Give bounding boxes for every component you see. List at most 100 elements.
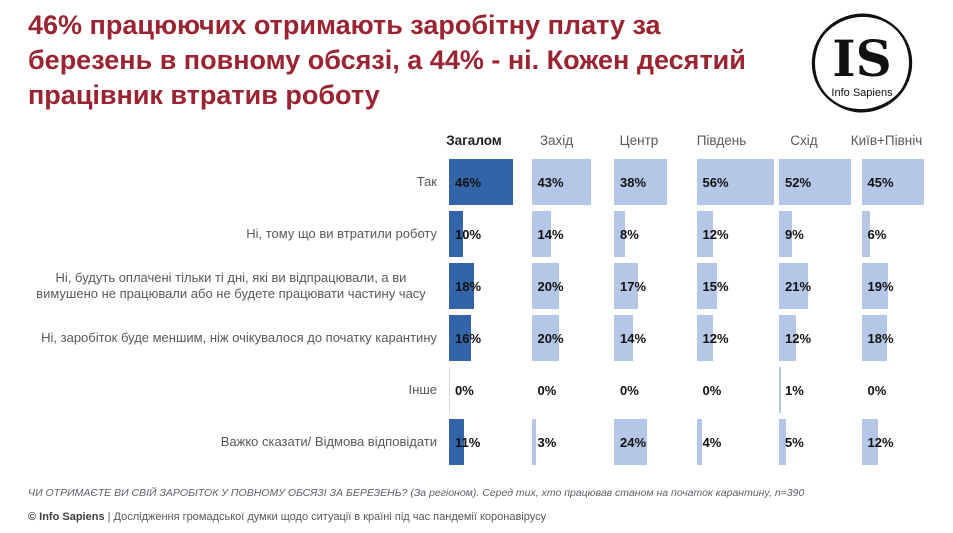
bar-value-label: 16% xyxy=(455,330,482,346)
bar-value-label: 20% xyxy=(537,278,564,294)
bar-value-label: 18% xyxy=(867,330,894,346)
chart-row: Ні, заробіток буде меншим, ніж очікувало… xyxy=(0,312,953,364)
bar-value-label: 14% xyxy=(620,330,647,346)
bar xyxy=(531,419,536,465)
bar xyxy=(449,419,465,465)
bar xyxy=(449,211,463,257)
bar-value-label: 52% xyxy=(785,174,812,190)
bar-cell: 14% xyxy=(531,208,614,260)
column-header-1: Загалом xyxy=(446,133,502,148)
bar-value-label: 9% xyxy=(785,226,804,242)
bar-cell: 56% xyxy=(696,156,779,208)
bar-value-label: 12% xyxy=(702,226,729,242)
bar-cell: 15% xyxy=(696,260,779,312)
bar-value-label: 17% xyxy=(620,278,647,294)
chart-row: Ні, тому що ви втратили роботу 10% 14% 8% 12… xyxy=(0,208,953,260)
bar-value-label: 1% xyxy=(785,382,804,398)
row-label: Ні, заробіток буде меншим, ніж очікувало… xyxy=(0,312,437,364)
bar xyxy=(614,419,648,465)
bar xyxy=(531,315,560,361)
bar xyxy=(779,211,792,257)
bar-cell: 9% xyxy=(779,208,861,260)
footnote-copyright-text: | Дослідження громадської думки щодо сит… xyxy=(104,511,547,523)
row-label: Важко сказати/ Відмова відповідати xyxy=(0,416,437,468)
info-sapiens-logo: IS Info Sapiens xyxy=(811,13,913,113)
bar-value-label: 24% xyxy=(620,434,647,450)
column-headers: Загалом Захід Центр Південь Схід Київ+Північ xyxy=(0,133,953,155)
bar xyxy=(779,315,796,361)
bar xyxy=(614,315,634,361)
row-label-text: Ні, будуть оплачені тільки ті дні, які в… xyxy=(36,269,426,302)
bar-cell: 0% xyxy=(449,364,531,416)
footnote-copyright: © Info Sapiens | Дослідження громадської… xyxy=(28,511,928,523)
bar xyxy=(861,263,888,309)
bar-value-label: 0% xyxy=(620,382,639,398)
bar xyxy=(696,263,718,309)
row-label-text: Так xyxy=(416,173,437,189)
bar-cell: 18% xyxy=(449,260,531,312)
bar xyxy=(449,263,475,309)
bar-cell: 20% xyxy=(531,312,614,364)
chart-row: Так 46% 43% 38% 56% 52% 45% xyxy=(0,156,953,208)
bar-cell: 1% xyxy=(779,364,861,416)
bar-cell: 12% xyxy=(861,416,944,468)
column-header-3: Центр xyxy=(619,133,659,148)
bar-cell: 0% xyxy=(614,364,696,416)
bar xyxy=(779,263,809,309)
bar-cell: 16% xyxy=(449,312,531,364)
bar xyxy=(779,159,852,205)
bar-value-label: 8% xyxy=(620,226,639,242)
bar-cell: 20% xyxy=(531,260,614,312)
chart-row: Інше 0% 0% 0% 0% 1% 0% xyxy=(0,364,953,416)
bar xyxy=(531,159,592,205)
bar-cell: 24% xyxy=(614,416,696,468)
bar xyxy=(696,211,714,257)
row-label-text: Важко сказати/ Відмова відповідати xyxy=(220,433,437,449)
bar xyxy=(449,315,472,361)
column-header-4: Південь xyxy=(696,133,747,148)
bar-value-label: 46% xyxy=(455,174,482,190)
bar-value-label: 0% xyxy=(537,382,557,398)
bar xyxy=(696,159,775,205)
bar-cell: 0% xyxy=(532,364,614,416)
footnote-question: ЧИ ОТРИМАЄТЕ ВИ СВІЙ ЗАРОБІТОК У ПОВНОМУ… xyxy=(28,487,805,499)
bar-value-label: 0% xyxy=(455,382,474,398)
bar xyxy=(531,211,551,257)
bar-cell: 12% xyxy=(779,312,861,364)
bar xyxy=(696,419,703,465)
bar-value-label: 5% xyxy=(785,434,804,450)
bar-value-label: 21% xyxy=(785,278,812,294)
bar-value-label: 19% xyxy=(867,278,894,294)
logo-initials: IS xyxy=(832,29,892,88)
bar-value-label: 18% xyxy=(455,278,482,294)
bar-cell: 10% xyxy=(449,208,531,260)
bar-cell: 6% xyxy=(861,208,944,260)
bar-cell: 19% xyxy=(861,260,944,312)
bar-cell: 0% xyxy=(862,364,944,416)
bar-cell: 4% xyxy=(696,416,779,468)
bar xyxy=(696,315,714,361)
bar xyxy=(531,263,560,309)
logo-name: Info Sapiens xyxy=(831,87,893,99)
bar-value-label: 12% xyxy=(867,434,894,450)
bar-value-label: 12% xyxy=(702,330,729,346)
bar-value-label: 0% xyxy=(867,382,887,398)
row-label-text: Ні, заробіток буде меншим, ніж очікувало… xyxy=(41,329,437,345)
bar-value-label: 12% xyxy=(785,330,812,346)
row-label-text: Ні, тому що ви втратили роботу xyxy=(246,225,437,241)
bar xyxy=(614,159,667,205)
bar-cell: 0% xyxy=(697,364,779,416)
bar xyxy=(861,419,879,465)
bar xyxy=(449,159,513,205)
bar xyxy=(861,159,925,205)
bar-value-label: 45% xyxy=(867,174,894,190)
bar-chart: Загалом Захід Центр Південь Схід Київ+Північ … xyxy=(0,133,953,478)
bar-cell: 18% xyxy=(861,312,944,364)
bar-value-label: 0% xyxy=(702,382,722,398)
row-label: Ні, будуть оплачені тільки ті дні, які в… xyxy=(0,260,437,312)
chart-row: Ні, будуть оплачені тільки ті дні, які в… xyxy=(0,260,953,312)
bar-cell: 12% xyxy=(696,208,779,260)
bar xyxy=(779,419,786,465)
bar-value-label: 14% xyxy=(537,226,564,242)
